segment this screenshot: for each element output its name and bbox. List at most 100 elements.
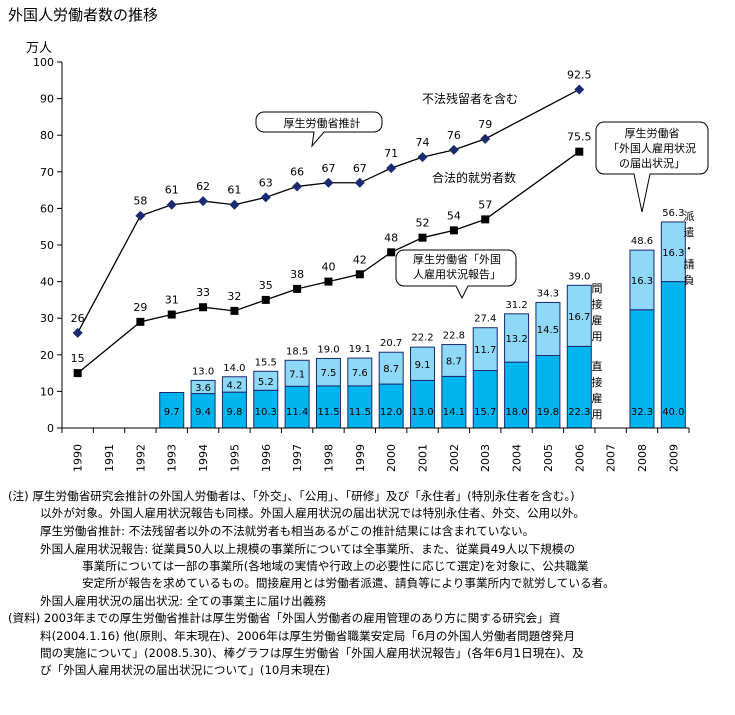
x-tick-label: 1999 xyxy=(354,444,367,472)
data-label: 92.5 xyxy=(567,68,592,81)
bar-total-label: 14.0 xyxy=(223,363,245,374)
bar-indirect xyxy=(629,249,655,311)
point-diamond xyxy=(417,152,428,163)
bar-direct xyxy=(221,391,247,429)
bar-indirect-label: 16.3 xyxy=(662,248,684,259)
data-label: 40 xyxy=(321,261,335,274)
y-tick-label: 30 xyxy=(40,312,54,325)
series-line xyxy=(77,151,580,374)
data-label: 67 xyxy=(321,162,335,175)
x-tick-label: 2006 xyxy=(573,444,586,472)
y-tick-label: 0 xyxy=(47,422,54,435)
note-line: 安定所が報告を求めているもの。間接雇用とは労働者派遣、請負等により事業所内で就労… xyxy=(82,576,615,590)
data-label: 63 xyxy=(259,176,273,189)
bar-indirect xyxy=(566,284,592,347)
bar-total-label: 31.2 xyxy=(505,300,527,311)
x-tick-label: 1992 xyxy=(134,444,147,472)
data-label: 54 xyxy=(447,209,461,222)
bar-direct-label: 11.4 xyxy=(286,407,308,418)
note-line: (資料) 2003年までの厚生労働省推計は厚生労働省「外国人労働者の雇用管理のあ… xyxy=(8,611,561,625)
bar-indirect xyxy=(410,346,436,381)
bar-direct-label: 19.8 xyxy=(537,407,559,418)
x-tick-label: 1990 xyxy=(72,444,85,472)
bar-total-label: 27.4 xyxy=(474,314,496,325)
data-label: 76 xyxy=(447,129,461,142)
data-label: 35 xyxy=(259,279,273,292)
page-title: 外国人労働者数の推移 xyxy=(8,6,159,24)
x-tick-label: 1995 xyxy=(228,444,241,472)
data-label: 26 xyxy=(71,312,85,325)
point-square xyxy=(293,284,302,293)
y-tick-label: 20 xyxy=(40,349,54,362)
bar-direct xyxy=(472,370,498,429)
bar-indirect-label: 7.1 xyxy=(289,369,305,380)
bar-direct xyxy=(504,361,530,429)
x-tick-label: 2009 xyxy=(667,444,680,472)
bar-direct-label: 13.0 xyxy=(411,407,433,418)
note-line: び「外国人雇用状況の届出状況について」(10月末現在) xyxy=(40,663,331,677)
x-tick-label: 2000 xyxy=(385,444,398,472)
data-label: 52 xyxy=(416,217,430,230)
bar-direct xyxy=(566,345,592,429)
point-square xyxy=(261,295,270,304)
data-label: 38 xyxy=(290,268,304,281)
data-label: 79 xyxy=(478,118,492,131)
bar-indirect-label: 7.5 xyxy=(321,368,337,379)
y-tick-label: 40 xyxy=(40,276,54,289)
bar-total-label: 48.6 xyxy=(631,236,653,247)
bar-total-label: 20.7 xyxy=(380,338,402,349)
x-tick-label: 1993 xyxy=(166,444,179,472)
bar-indirect-label: 7.6 xyxy=(352,368,368,379)
bar-direct xyxy=(378,383,404,429)
series-line xyxy=(77,88,580,334)
bar-indirect xyxy=(347,357,373,387)
x-tick-label: 2001 xyxy=(417,444,430,472)
bar-indirect xyxy=(535,301,561,357)
x-tick-label: 2003 xyxy=(479,444,492,472)
bar-indirect xyxy=(284,359,310,387)
y-tick-label: 100 xyxy=(33,56,54,69)
bar-direct xyxy=(410,379,436,429)
data-label: 66 xyxy=(290,165,304,178)
bar-indirect-label: 4.2 xyxy=(226,380,242,391)
bar-direct xyxy=(315,385,341,429)
bar-direct xyxy=(441,375,467,429)
bar-indirect-label: 9.1 xyxy=(415,360,431,371)
y-tick-label: 90 xyxy=(40,93,54,106)
data-label: 57 xyxy=(478,198,492,211)
data-label: 31 xyxy=(165,294,179,307)
bar-total-label: 56.3 xyxy=(662,208,684,219)
bar-indirect xyxy=(472,327,498,372)
point-square xyxy=(167,310,176,319)
line-label-illegal: 不法残留者を含む xyxy=(422,91,518,106)
x-tick-label: 1997 xyxy=(291,444,304,472)
data-label: 74 xyxy=(416,136,430,149)
y-tick-label: 70 xyxy=(40,166,54,179)
bar-indirect-label: 5.2 xyxy=(258,377,274,388)
x-tick-label: 2005 xyxy=(542,444,555,472)
data-label: 71 xyxy=(384,147,398,160)
indirect-side-label: 間接雇用 xyxy=(592,282,603,343)
bar-indirect xyxy=(221,376,247,393)
bar-indirect xyxy=(378,351,404,385)
x-tick-label: 1998 xyxy=(322,444,335,472)
callout-text: 厚生労働省「外国 xyxy=(413,252,501,266)
point-diamond xyxy=(72,327,83,338)
direct-side-label: 直接雇用 xyxy=(592,359,603,421)
x-tick-label: 1994 xyxy=(197,444,210,472)
point-square xyxy=(73,369,82,378)
y-tick-label: 60 xyxy=(40,202,54,215)
bar-direct-label: 14.1 xyxy=(443,407,465,418)
bar-indirect-label: 11.7 xyxy=(474,345,496,356)
point-diamond xyxy=(135,210,146,221)
bar-total-label: 19.0 xyxy=(317,344,339,355)
x-tick-label: 2008 xyxy=(636,444,649,472)
bar-direct-label: 40.0 xyxy=(662,407,684,418)
data-label: 58 xyxy=(133,195,147,208)
data-label: 33 xyxy=(196,286,210,299)
bar-indirect xyxy=(315,357,341,387)
point-diamond xyxy=(480,133,491,144)
bar-direct-label: 11.5 xyxy=(317,407,339,418)
point-square xyxy=(481,215,490,224)
callout-text: の届出状況」 xyxy=(619,156,685,170)
